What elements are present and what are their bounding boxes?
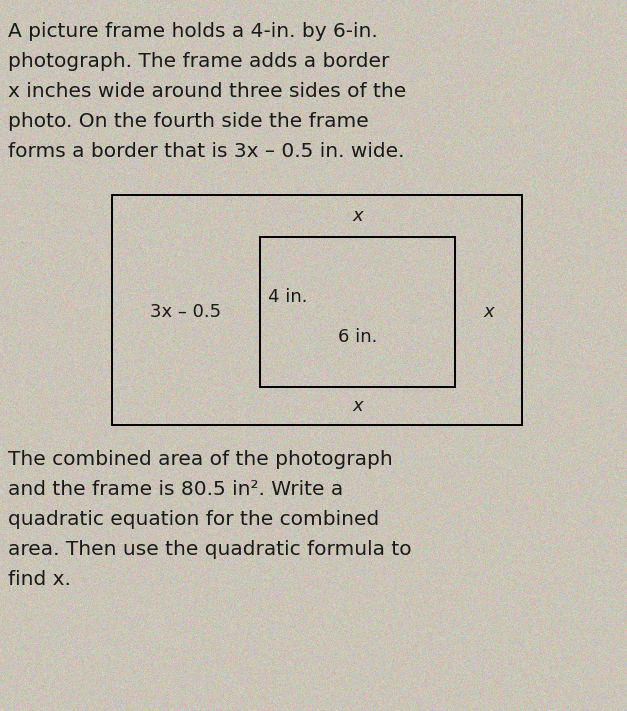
Text: 4 in.: 4 in. bbox=[268, 288, 307, 306]
Bar bbox=[112, 195, 522, 425]
Text: photograph. The frame adds a border: photograph. The frame adds a border bbox=[8, 52, 389, 71]
Text: The combined area of the photograph: The combined area of the photograph bbox=[8, 450, 393, 469]
Text: x: x bbox=[483, 303, 494, 321]
Text: forms a border that is 3x – 0.5 in. wide.: forms a border that is 3x – 0.5 in. wide… bbox=[8, 142, 404, 161]
Text: area. Then use the quadratic formula to: area. Then use the quadratic formula to bbox=[8, 540, 411, 559]
Text: photo. On the fourth side the frame: photo. On the fourth side the frame bbox=[8, 112, 369, 131]
Bar bbox=[260, 237, 455, 387]
Text: find x.: find x. bbox=[8, 570, 71, 589]
Text: 6 in.: 6 in. bbox=[338, 328, 377, 346]
Text: A picture frame holds a 4-in. by 6-in.: A picture frame holds a 4-in. by 6-in. bbox=[8, 22, 377, 41]
Text: x: x bbox=[352, 397, 363, 415]
Text: 3x – 0.5: 3x – 0.5 bbox=[150, 303, 221, 321]
Text: x: x bbox=[352, 207, 363, 225]
Text: quadratic equation for the combined: quadratic equation for the combined bbox=[8, 510, 379, 529]
Text: x inches wide around three sides of the: x inches wide around three sides of the bbox=[8, 82, 406, 101]
Text: and the frame is 80.5 in². Write a: and the frame is 80.5 in². Write a bbox=[8, 480, 343, 499]
